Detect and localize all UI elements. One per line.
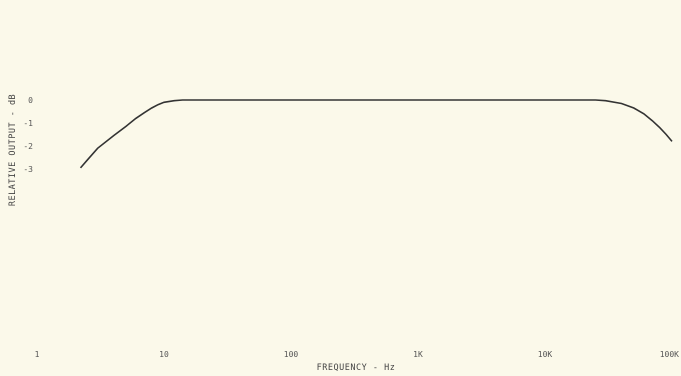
x-tick-label: 1K	[413, 350, 423, 359]
x-tick-label: 10K	[538, 350, 553, 359]
x-tick-label: 100	[284, 350, 299, 359]
y-tick-label: -2	[23, 142, 33, 151]
series-line	[79, 99, 673, 169]
x-tick-label: 10	[159, 350, 169, 359]
x-tick-label: 100K	[660, 350, 679, 359]
y-axis-ticks: 0 -1 -2 -3	[23, 96, 33, 174]
x-tick-label: 1	[35, 350, 40, 359]
y-tick-label: 0	[28, 96, 33, 105]
y-tick-label: -1	[23, 119, 33, 128]
y-axis-label: RELATIVE OUTPUT - dB	[8, 94, 18, 206]
x-axis-label: FREQUENCY - Hz	[317, 363, 396, 373]
y-tick-label: -3	[23, 165, 33, 174]
x-axis-ticks: 1 10 100 1K 10K 100K	[35, 350, 680, 359]
